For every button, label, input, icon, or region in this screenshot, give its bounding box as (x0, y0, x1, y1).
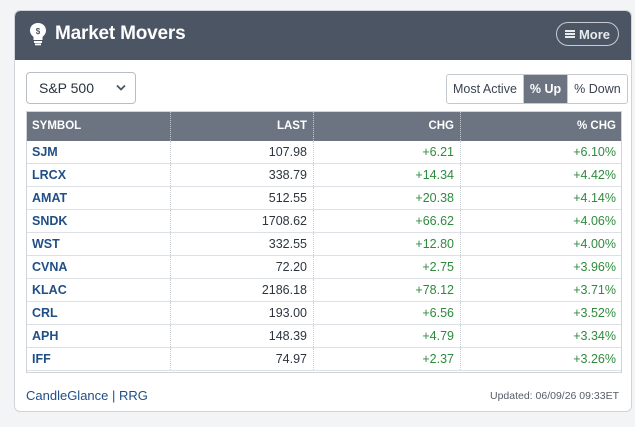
change-value: +20.38 (313, 186, 461, 210)
table-header-row: SYMBOL LAST CHG % CHG (26, 111, 622, 141)
table-row: APH 148.39 +4.79 +3.34% (26, 324, 622, 348)
column-header-last[interactable]: LAST (170, 111, 314, 141)
updated-timestamp: Updated: 06/09/26 09:33ET (489, 390, 619, 402)
percent-change: +4.00% (460, 232, 622, 256)
chevron-down-icon (116, 84, 126, 91)
last-price: 72.20 (170, 255, 314, 279)
last-price: 193.00 (170, 301, 314, 325)
rrg-link[interactable]: RRG (119, 388, 148, 403)
svg-text:$: $ (36, 27, 41, 36)
market-movers-panel: $ Market Movers More S&P 500 Most Active… (14, 10, 632, 412)
table-row: IFF 74.97 +2.37 +3.26% (26, 347, 622, 371)
last-price: 148.39 (170, 324, 314, 348)
symbol-link[interactable]: WST (26, 232, 171, 256)
symbol-link[interactable]: KLAC (26, 278, 171, 302)
table-body: SJM 107.98 +6.21 +6.10% LRCX 338.79 +14.… (26, 141, 622, 371)
table-row: KLAC 2186.18 +78.12 +3.71% (26, 278, 622, 302)
panel-title: Market Movers (55, 23, 186, 44)
last-price: 107.98 (170, 141, 314, 164)
table-row: CRL 193.00 +6.56 +3.52% (26, 301, 622, 325)
change-value: +4.79 (313, 324, 461, 348)
lightbulb-icon: $ (30, 23, 46, 46)
percent-change: +6.10% (460, 141, 622, 164)
column-header-pct-chg[interactable]: % CHG (460, 111, 622, 141)
change-value: +6.21 (313, 141, 461, 164)
last-price: 512.55 (170, 186, 314, 210)
symbol-link[interactable]: CVNA (26, 255, 171, 279)
table-row: SJM 107.98 +6.21 +6.10% (26, 141, 622, 164)
more-button-label: More (578, 26, 611, 42)
table-row: CVNA 72.20 +2.75 +3.96% (26, 255, 622, 279)
tab-percent-up[interactable]: % Up (523, 75, 568, 103)
index-select[interactable]: S&P 500 (26, 72, 136, 104)
last-price: 1708.62 (170, 209, 314, 233)
tab-percent-down[interactable]: % Down (567, 75, 627, 103)
percent-change: +3.26% (460, 347, 622, 371)
symbol-link[interactable]: APH (26, 324, 171, 348)
table-row: LRCX 338.79 +14.34 +4.42% (26, 163, 622, 187)
percent-change: +4.06% (460, 209, 622, 233)
percent-change: +4.42% (460, 163, 622, 187)
change-value: +78.12 (313, 278, 461, 302)
change-value: +2.37 (313, 347, 461, 371)
symbol-link[interactable]: LRCX (26, 163, 171, 187)
last-price: 2186.18 (170, 278, 314, 302)
percent-change: +3.52% (460, 301, 622, 325)
last-price: 338.79 (170, 163, 314, 187)
percent-change: +3.96% (460, 255, 622, 279)
symbol-link[interactable]: CRL (26, 301, 171, 325)
last-price: 74.97 (170, 347, 314, 371)
symbol-link[interactable]: SNDK (26, 209, 171, 233)
table-row: AMAT 512.55 +20.38 +4.14% (26, 186, 622, 210)
symbol-link[interactable]: SJM (26, 141, 171, 164)
filter-segmented-control: Most Active % Up % Down (446, 74, 628, 104)
candleglance-link[interactable]: CandleGlance (26, 388, 109, 403)
change-value: +12.80 (313, 232, 461, 256)
movers-table: SYMBOL LAST CHG % CHG SJM 107.98 +6.21 +… (26, 111, 622, 371)
panel-header: $ Market Movers More (15, 11, 631, 60)
symbol-link[interactable]: AMAT (26, 186, 171, 210)
footer-separator: | (112, 388, 116, 403)
footer-links: CandleGlance | RRG (26, 388, 148, 403)
table-row: SNDK 1708.62 +66.62 +4.06% (26, 209, 622, 233)
percent-change: +3.71% (460, 278, 622, 302)
percent-change: +4.14% (460, 186, 622, 210)
more-button[interactable]: More (556, 22, 619, 46)
change-value: +14.34 (313, 163, 461, 187)
tab-most-active[interactable]: Most Active (447, 75, 524, 103)
column-header-chg[interactable]: CHG (313, 111, 461, 141)
hamburger-icon (564, 30, 575, 38)
symbol-link[interactable]: IFF (26, 347, 171, 371)
percent-change: +3.34% (460, 324, 622, 348)
change-value: +6.56 (313, 301, 461, 325)
last-price: 332.55 (170, 232, 314, 256)
index-select-value: S&P 500 (39, 80, 95, 96)
table-row: WST 332.55 +12.80 +4.00% (26, 232, 622, 256)
column-header-symbol[interactable]: SYMBOL (26, 111, 171, 141)
change-value: +2.75 (313, 255, 461, 279)
change-value: +66.62 (313, 209, 461, 233)
